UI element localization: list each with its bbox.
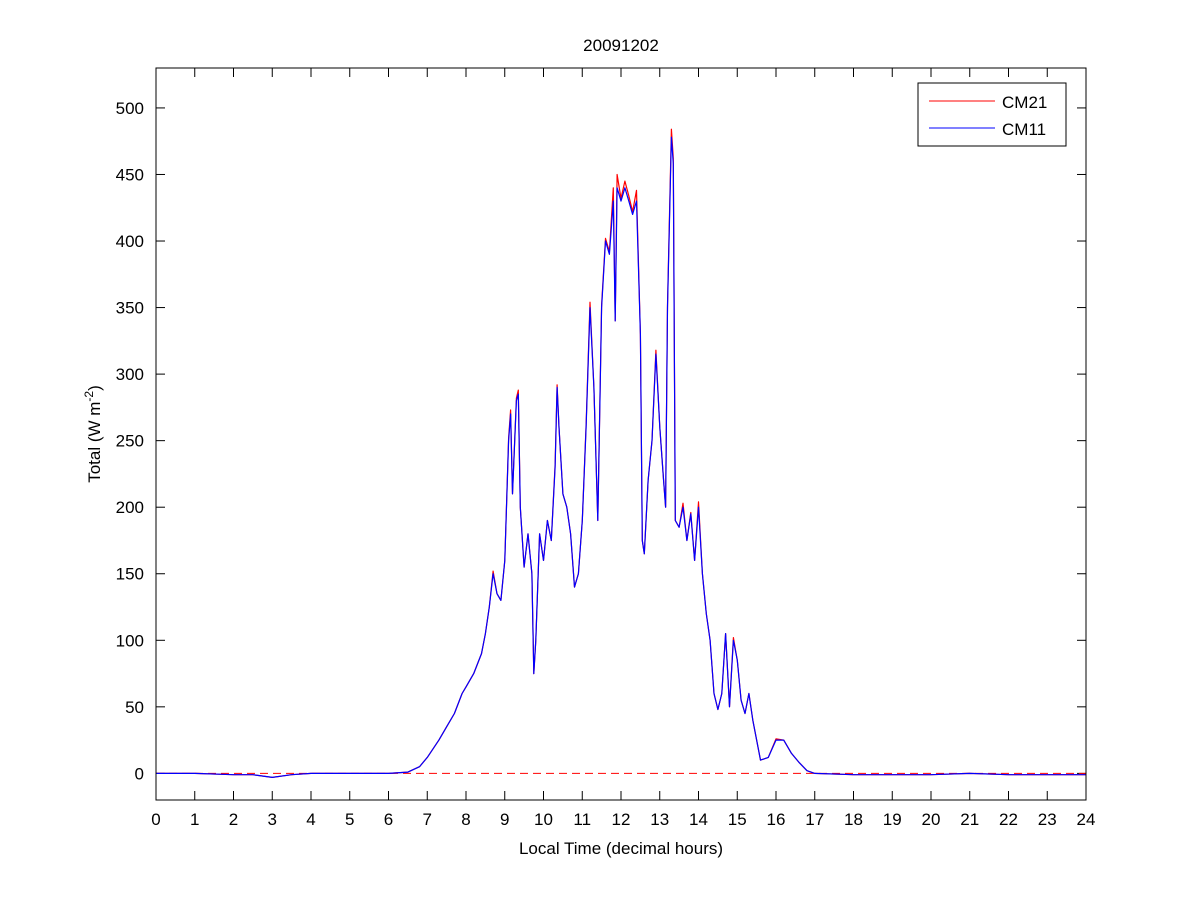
x-tick-label: 15 — [728, 810, 747, 829]
y-tick-label: 150 — [116, 565, 144, 584]
legend-label-cm11: CM11 — [1002, 120, 1046, 139]
y-tick-label: 250 — [116, 432, 144, 451]
x-tick-label: 2 — [229, 810, 238, 829]
x-tick-label: 5 — [345, 810, 354, 829]
legend: CM21 CM11 — [917, 82, 1067, 147]
y-tick-label: 50 — [125, 698, 144, 717]
y-axis-label-main: Total (W m — [85, 402, 104, 483]
plot-area — [156, 68, 1086, 800]
x-tick-label: 20 — [922, 810, 941, 829]
y-tick-label: 400 — [116, 232, 144, 251]
y-tick-label: 0 — [135, 764, 144, 783]
x-tick-label: 12 — [612, 810, 631, 829]
ticks — [155, 68, 1087, 800]
x-tick-label: 8 — [461, 810, 470, 829]
chart-title: 20091202 — [583, 36, 659, 55]
x-tick-label: 11 — [573, 810, 591, 829]
x-tick-label: 14 — [689, 810, 708, 829]
x-tick-label: 16 — [767, 810, 786, 829]
x-tick-label: 19 — [883, 810, 902, 829]
x-tick-label: 17 — [805, 810, 824, 829]
y-tick-label: 450 — [116, 165, 144, 184]
y-tick-label: 100 — [116, 631, 144, 650]
series-group — [156, 128, 1086, 779]
x-tick-label: 24 — [1077, 810, 1096, 829]
plot-frame — [155, 67, 1087, 801]
x-tick-label: 1 — [190, 810, 199, 829]
x-axis-label: Local Time (decimal hours) — [519, 839, 723, 858]
x-tick-label: 3 — [268, 810, 277, 829]
y-tick-label: 500 — [116, 99, 144, 118]
tick-labels: 0 1 2 3 4 5 6 7 8 9 10 11 12 13 14 15 16 17 18 19 20 21 22 23 24… — [116, 99, 1096, 829]
legend-label-cm21: CM21 — [1002, 93, 1047, 112]
y-axis-label: Total (W m-2) — [82, 385, 104, 483]
x-tick-label: 21 — [960, 810, 979, 829]
y-tick-label: 350 — [116, 299, 144, 318]
x-tick-label: 13 — [650, 810, 669, 829]
x-tick-label: 7 — [423, 810, 432, 829]
x-tick-label: 18 — [844, 810, 863, 829]
x-tick-label: 0 — [151, 810, 160, 829]
series-line-cm11 — [156, 136, 1086, 779]
y-tick-label: 200 — [116, 498, 144, 517]
x-tick-label: 23 — [1038, 810, 1057, 829]
y-axis-label-end: ) — [85, 385, 104, 391]
x-tick-label: 10 — [534, 810, 553, 829]
x-tick-label: 22 — [999, 810, 1018, 829]
y-axis-label-sup: -2 — [82, 391, 96, 402]
x-tick-label: 9 — [500, 810, 509, 829]
y-tick-label: 300 — [116, 365, 144, 384]
x-tick-label: 6 — [384, 810, 393, 829]
legend-box — [917, 82, 1067, 147]
x-tick-label: 4 — [306, 810, 315, 829]
